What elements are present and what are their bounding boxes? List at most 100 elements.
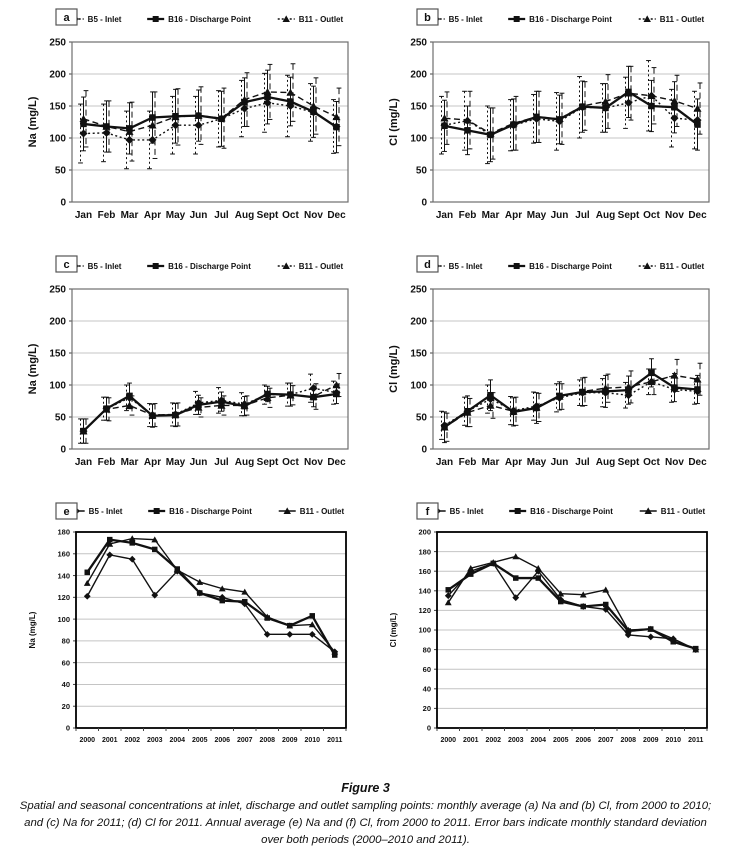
- legend-marker-triangle-icon: [644, 507, 652, 514]
- svg-text:50: 50: [416, 166, 428, 177]
- square-marker-icon: [694, 121, 701, 128]
- panel-label-box-f: [416, 502, 439, 520]
- svg-text:Mar: Mar: [482, 210, 500, 221]
- svg-text:100: 100: [418, 626, 431, 635]
- triangle-marker-icon: [331, 648, 339, 655]
- panel-label-box-d: [416, 255, 439, 273]
- svg-text:100: 100: [410, 134, 427, 145]
- diamond-marker-icon: [647, 633, 655, 641]
- triangle-marker-icon: [217, 114, 226, 122]
- square-marker-icon: [468, 571, 474, 577]
- diamond-marker-icon: [309, 384, 318, 393]
- triangle-marker-icon: [240, 95, 249, 103]
- diamond-marker-icon: [151, 591, 159, 599]
- square-marker-icon: [309, 613, 315, 619]
- triangle-marker-icon: [309, 392, 318, 400]
- svg-text:Feb: Feb: [98, 457, 116, 468]
- diamond-marker-icon: [83, 592, 91, 600]
- diamond-marker-icon: [148, 135, 157, 144]
- triangle-marker-icon: [624, 383, 633, 391]
- svg-text:Jul: Jul: [214, 210, 229, 221]
- diamond-marker-icon: [693, 116, 702, 125]
- svg-text:Oct: Oct: [282, 457, 299, 468]
- chart-svg-e: 0 20 40 60 80 100 120 140 160 180 2000 2001 2002 2003…: [28, 502, 347, 744]
- chart-b: 0 50 100 150 200 250 Jan Feb Mar Apr May Jun Jul Aug S…: [383, 6, 718, 239]
- chart-svg-f: 0 20 40 60 80 100 120 140 160 180 200 2000 2001 2002 2…: [389, 502, 708, 744]
- svg-text:150: 150: [410, 349, 427, 360]
- square-marker-icon: [219, 597, 225, 604]
- series-line-e-1: [86, 538, 336, 656]
- triangle-marker-icon: [512, 553, 520, 560]
- panel-label-box-e: [55, 502, 78, 520]
- triangle-marker-icon: [440, 114, 449, 122]
- triangle-marker-icon: [286, 622, 294, 629]
- svg-text:200: 200: [410, 70, 427, 81]
- triangle-marker-icon: [463, 408, 472, 416]
- svg-text:Feb: Feb: [459, 457, 477, 468]
- triangle-marker-icon: [555, 114, 564, 123]
- square-marker-icon: [264, 93, 271, 101]
- panel-label-box-c: [55, 255, 78, 273]
- diamond-marker-icon: [194, 121, 203, 130]
- square-marker-icon: [580, 603, 586, 610]
- square-marker-icon: [332, 652, 338, 658]
- svg-text:B16 - Discharge Point: B16 - Discharge Point: [529, 15, 612, 24]
- error-bars-a-0: [78, 72, 336, 170]
- svg-text:2000: 2000: [440, 737, 456, 744]
- triangle-marker-icon: [79, 114, 88, 123]
- svg-text:100: 100: [410, 381, 427, 392]
- svg-text:b: b: [424, 12, 431, 24]
- triangle-marker-icon: [692, 646, 700, 653]
- svg-text:50: 50: [416, 413, 428, 424]
- triangle-marker-icon: [602, 586, 610, 593]
- svg-text:Jun: Jun: [190, 210, 208, 221]
- triangle-marker-icon: [509, 407, 518, 415]
- svg-text:B11 - Outlet: B11 - Outlet: [660, 262, 705, 271]
- svg-text:0: 0: [60, 445, 66, 456]
- svg-text:Dec: Dec: [327, 210, 346, 221]
- svg-text:2001: 2001: [102, 737, 118, 744]
- svg-text:Dec: Dec: [688, 210, 707, 221]
- svg-text:2008: 2008: [620, 737, 636, 744]
- diamond-marker-icon: [486, 395, 495, 404]
- diamond-marker-icon: [286, 101, 295, 111]
- svg-text:180: 180: [418, 547, 431, 556]
- triangle-marker-icon: [102, 405, 111, 413]
- svg-text:d: d: [424, 259, 431, 271]
- svg-text:Jan: Jan: [436, 210, 453, 221]
- series-markers-e-2: [83, 535, 339, 655]
- series-line-f-2: [447, 555, 697, 651]
- error-bars-a-2: [83, 63, 342, 162]
- svg-text:2007: 2007: [237, 737, 253, 744]
- triangle-marker-icon: [670, 371, 679, 379]
- svg-text:Na (mg/L): Na (mg/L): [27, 96, 39, 147]
- svg-text:2009: 2009: [643, 737, 659, 744]
- svg-text:2004: 2004: [530, 737, 546, 744]
- svg-text:May: May: [166, 210, 186, 221]
- svg-text:Sept: Sept: [257, 210, 279, 221]
- triangle-marker-icon: [647, 377, 656, 386]
- svg-text:Nov: Nov: [665, 457, 684, 468]
- svg-text:150: 150: [49, 349, 66, 360]
- diamond-marker-icon: [125, 135, 134, 144]
- triangle-marker-icon: [125, 127, 134, 135]
- legend-marker-square-icon: [152, 16, 159, 22]
- triangle-marker-icon: [148, 121, 157, 129]
- svg-text:Mar: Mar: [121, 210, 139, 221]
- diamond-marker-icon: [602, 606, 610, 613]
- series-markers-a-0: [79, 98, 341, 144]
- legend-d: B5 - Inlet B16 - Discharge Point B11 - Out…: [427, 262, 705, 271]
- svg-text:100: 100: [49, 134, 66, 145]
- panel-label-box-a: [55, 8, 78, 26]
- svg-text:20: 20: [423, 704, 431, 713]
- legend-marker-square-icon: [513, 263, 520, 269]
- square-marker-icon: [242, 598, 248, 605]
- svg-text:c: c: [63, 259, 69, 271]
- series-markers-f-2: [444, 553, 700, 653]
- triangle-marker-icon: [240, 401, 249, 409]
- figure-caption: Figure 3 Spatial and seasonal concentrat…: [0, 781, 731, 849]
- svg-text:Mar: Mar: [121, 457, 139, 468]
- triangle-marker-icon: [106, 540, 114, 547]
- legend-marker-triangle-icon: [643, 262, 651, 269]
- svg-text:2011: 2011: [688, 737, 703, 744]
